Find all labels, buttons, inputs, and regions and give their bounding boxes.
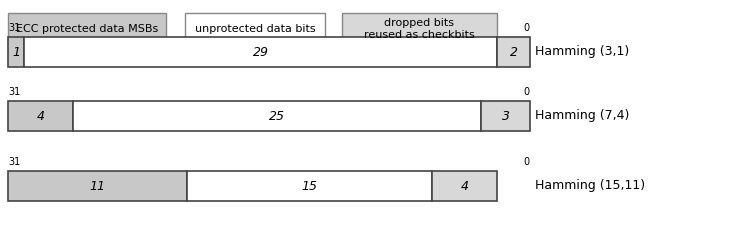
Text: 25: 25 (269, 109, 285, 123)
Text: 2: 2 (509, 45, 518, 59)
Text: Hamming (7,4): Hamming (7,4) (535, 109, 629, 123)
Text: 0: 0 (524, 87, 530, 97)
Text: unprotected data bits: unprotected data bits (195, 24, 315, 34)
Bar (8, 13, 166, 45)
Bar (24, 37, 497, 67)
Text: 1: 1 (12, 45, 20, 59)
Bar (432, 171, 497, 201)
Text: 29: 29 (253, 45, 269, 59)
Text: 0: 0 (524, 157, 530, 167)
Text: Hamming (3,1): Hamming (3,1) (535, 45, 629, 59)
Text: dropped bits
reused as checkbits: dropped bits reused as checkbits (364, 18, 475, 40)
Text: 3: 3 (502, 109, 509, 123)
Text: ECC protected data MSBs: ECC protected data MSBs (16, 24, 158, 34)
Bar (73, 101, 481, 131)
Bar (8, 101, 73, 131)
Bar (8, 37, 24, 67)
Text: 31: 31 (8, 23, 20, 33)
Text: 4: 4 (37, 109, 45, 123)
Text: 0: 0 (524, 23, 530, 33)
Bar (497, 37, 530, 67)
Text: 31: 31 (8, 87, 20, 97)
Bar (187, 171, 432, 201)
Text: 4: 4 (461, 179, 469, 192)
Text: 15: 15 (302, 179, 318, 192)
Bar (185, 13, 325, 45)
Bar (8, 171, 187, 201)
Text: 31: 31 (8, 157, 20, 167)
Text: 11: 11 (90, 179, 106, 192)
Bar (342, 13, 497, 45)
Bar (481, 101, 530, 131)
Text: Hamming (15,11): Hamming (15,11) (535, 179, 645, 192)
